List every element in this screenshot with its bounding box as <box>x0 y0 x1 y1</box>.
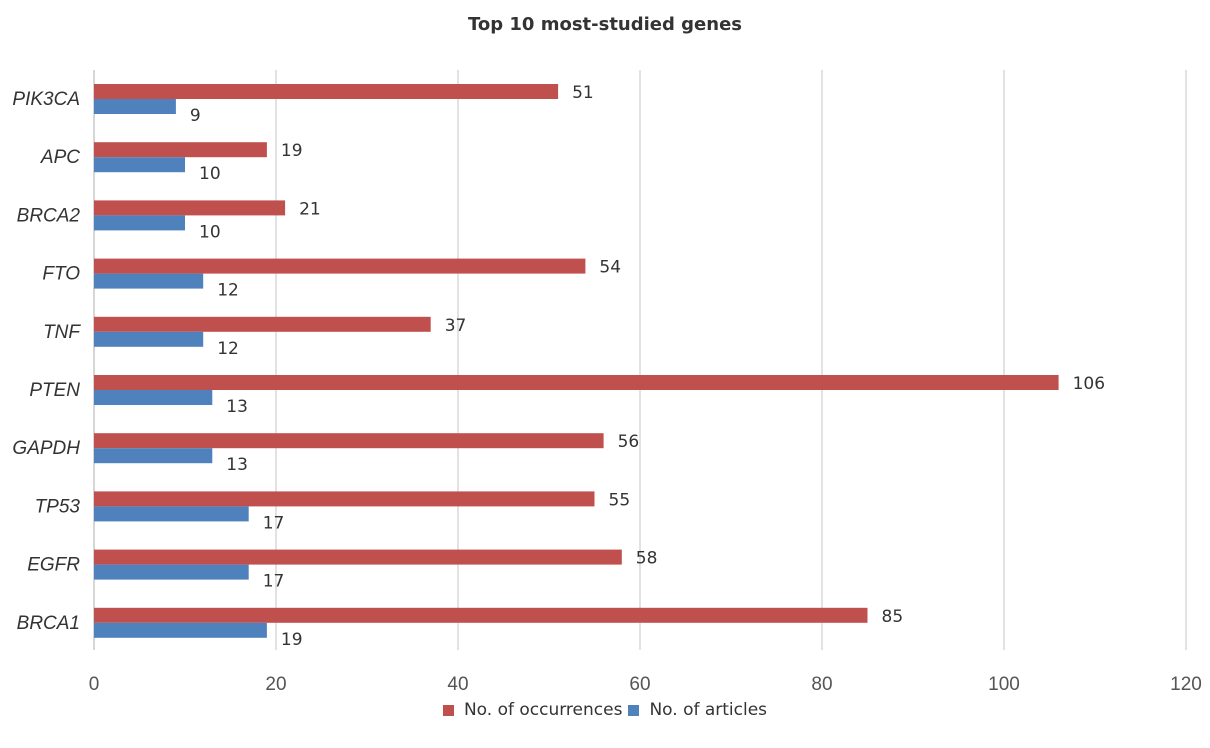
bar-articles <box>94 157 185 173</box>
data-label: 19 <box>281 141 303 161</box>
category-label: TNF <box>43 322 81 343</box>
bar-occurrences <box>94 607 868 623</box>
bar-articles <box>94 99 176 114</box>
bar-articles <box>94 448 213 464</box>
data-label: 106 <box>1073 374 1105 394</box>
bar-articles <box>94 564 249 580</box>
bar-articles <box>94 215 185 231</box>
legend-item-articles[interactable]: No. of articles <box>628 700 767 720</box>
data-label: 12 <box>217 339 239 359</box>
data-label: 54 <box>599 258 621 278</box>
x-axis: 0 20 40 60 80 100 120 <box>89 674 1202 690</box>
category-label: APC <box>40 147 80 168</box>
data-label: 21 <box>299 199 321 219</box>
bar-occurrences <box>94 433 604 449</box>
bar-articles <box>94 506 249 522</box>
chart-title: Top 10 most-studied genes <box>467 14 742 35</box>
legend-label-articles: No. of articles <box>649 700 768 720</box>
category-label: FTO <box>42 264 80 285</box>
data-label: 55 <box>609 490 631 510</box>
bar-occurrences <box>94 491 595 507</box>
labels: PIK3CA 51 9 APC 19 10 BRCA2 21 10 FTO 54 12 TNF 37 12 P… <box>12 83 1105 650</box>
bar-articles <box>94 273 204 289</box>
x-tick-label: 80 <box>811 674 832 690</box>
x-tick-label: 20 <box>265 674 286 690</box>
data-label: 51 <box>572 83 594 103</box>
data-label: 10 <box>199 222 221 242</box>
legend-item-occurrences[interactable]: No. of occurrences <box>442 700 623 720</box>
bar-articles <box>94 622 267 638</box>
data-label: 13 <box>226 455 248 475</box>
data-label: 19 <box>281 630 303 650</box>
data-label: 56 <box>618 432 640 452</box>
bar-occurrences <box>94 200 286 216</box>
data-label: 9 <box>190 106 201 126</box>
legend-label-occurrences: No. of occurrences <box>463 700 623 720</box>
data-label: 13 <box>226 397 248 417</box>
x-tick-label: 0 <box>89 674 100 690</box>
category-label: BRCA1 <box>17 613 80 634</box>
data-label: 37 <box>445 316 467 336</box>
data-label: 10 <box>199 164 221 184</box>
bar-occurrences <box>94 258 586 274</box>
category-label: PIK3CA <box>12 89 80 110</box>
category-label: PTEN <box>29 380 80 401</box>
x-tick-label: 60 <box>629 674 650 690</box>
x-tick-label: 40 <box>447 674 468 690</box>
data-label: 17 <box>263 513 285 533</box>
bar-chart: 0 20 40 60 80 100 120 PIK3CA 51 9 APC 19 10 BRCA2 21 1… <box>12 70 1202 690</box>
bar-occurrences <box>94 549 622 565</box>
bars <box>94 84 1059 638</box>
legend-swatch-occurrences <box>442 704 454 716</box>
data-label: 17 <box>263 572 285 592</box>
bar-articles <box>94 331 204 347</box>
data-label: 58 <box>636 549 658 569</box>
legend-swatch-articles <box>628 704 640 716</box>
data-label: 85 <box>882 607 904 627</box>
category-label: TP53 <box>35 496 81 517</box>
bar-occurrences <box>94 375 1059 390</box>
legend: No. of occurrences No. of articles <box>0 700 1210 720</box>
bar-occurrences <box>94 142 267 158</box>
bar-occurrences <box>94 84 559 99</box>
category-label: EGFR <box>27 555 80 576</box>
category-label: BRCA2 <box>17 205 81 226</box>
bar-occurrences <box>94 316 431 332</box>
data-label: 12 <box>217 281 239 301</box>
bar-articles <box>94 390 213 405</box>
category-label: GAPDH <box>12 438 80 459</box>
x-tick-label: 120 <box>1170 674 1202 690</box>
x-tick-label: 100 <box>988 674 1020 690</box>
